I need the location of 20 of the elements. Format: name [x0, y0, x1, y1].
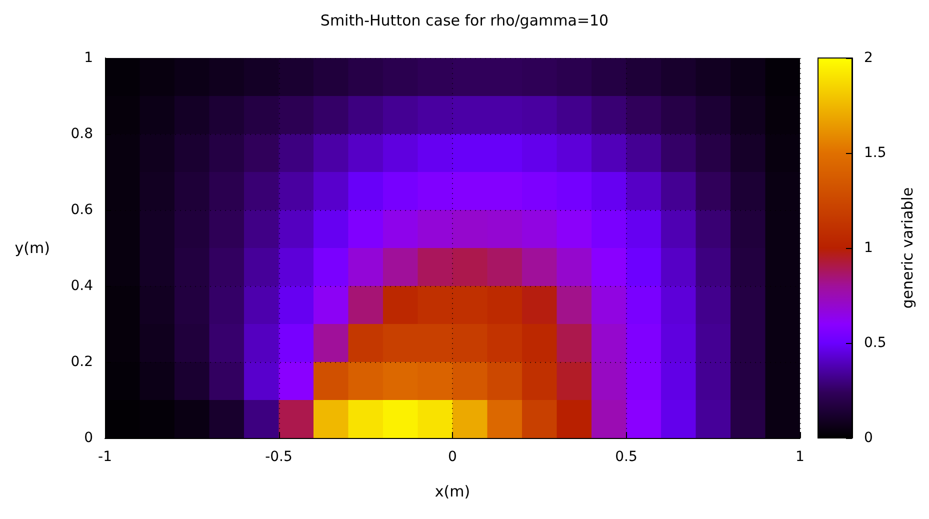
y-tick-label: 0.8: [70, 126, 93, 142]
x-tick-label: -1: [98, 449, 112, 465]
color-bar-label: 1.5: [864, 145, 886, 161]
y-tick-label: 0: [84, 430, 93, 446]
x-tick-label: 0: [448, 449, 457, 465]
color-bar-label: 0: [864, 430, 873, 446]
color-bar-title: generic variable: [898, 187, 916, 309]
x-tick-label: 1: [796, 449, 804, 465]
color-bar-label: 0.5: [864, 335, 886, 351]
y-tick-label: 1: [84, 50, 93, 66]
y-tick-label: 0.6: [70, 202, 94, 218]
y-axis-title: y(m): [14, 239, 50, 257]
y-tick-label: 0.2: [70, 354, 93, 370]
chart-title: Smith-Hutton case for rho/gamma=10: [320, 12, 609, 30]
color-bar-label: 1: [864, 240, 873, 256]
x-tick-label: 0.5: [615, 449, 638, 465]
y-tick-label: 0.4: [70, 278, 94, 294]
x-tick-label: -0.5: [265, 449, 292, 465]
color-bar-label: 2: [864, 50, 873, 66]
x-axis-title: x(m): [434, 482, 470, 500]
